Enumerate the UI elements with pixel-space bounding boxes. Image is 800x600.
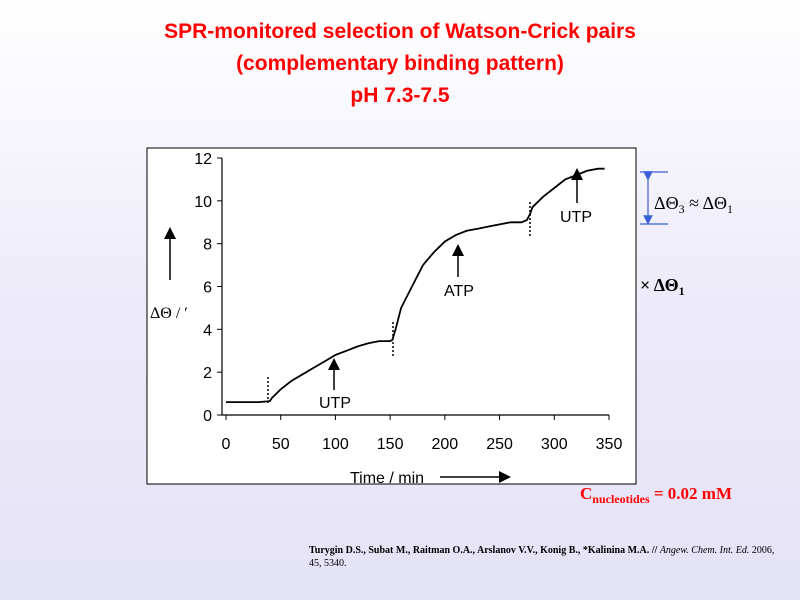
- citation: Turygin D.S., Subat M., Raitman O.A., Ar…: [309, 544, 789, 570]
- annotation-arrows: [164, 168, 583, 483]
- data-line: [226, 167, 605, 403]
- bracket: [640, 171, 668, 225]
- annotation: ATP: [444, 283, 474, 300]
- times-note: × ΔΘ1: [640, 275, 685, 298]
- note-part: × ΔΘ: [640, 275, 679, 295]
- note-part: C: [580, 484, 592, 503]
- y-tick-label: 4: [203, 322, 212, 339]
- plot: 0 2 4 6 8 10 12 0 50 100 150 200 250 300 350 UTP ATP UTP: [194, 151, 622, 453]
- y-tick-label: 12: [194, 151, 212, 168]
- note-sub: 1: [727, 202, 733, 216]
- title-line: SPR-monitored selection of Watson-Crick …: [164, 20, 636, 43]
- note-part: ΔΘ: [654, 193, 679, 213]
- y-tick-label: 6: [203, 280, 212, 297]
- note-sub: 1: [679, 284, 685, 298]
- concentration: Cnucleotides = 0.02 mM: [580, 484, 732, 506]
- note-sub: nucleotides: [592, 492, 650, 506]
- chart-frame: [146, 147, 637, 485]
- title-line: (complementary binding pattern): [236, 52, 564, 75]
- x-tick-label: 200: [432, 436, 459, 453]
- x-axis-label: Time / min: [350, 470, 424, 487]
- annotation: UTP: [319, 395, 351, 412]
- y-tick-label: 2: [203, 365, 212, 382]
- citation-ref: 2006, 45, 5340.: [309, 545, 775, 569]
- x-tick-label: 50: [272, 436, 290, 453]
- x-tick-label: 100: [322, 436, 349, 453]
- note-part: = 0.02 mM: [650, 484, 732, 503]
- x-tick-label: 0: [222, 436, 231, 453]
- citation-journal: Angew. Chem. Int. Ed.: [659, 545, 750, 556]
- annotation: UTP: [560, 209, 592, 226]
- x-tick-label: 300: [541, 436, 568, 453]
- y-tick-label: 0: [203, 408, 212, 425]
- y-tick-label: 8: [203, 237, 212, 254]
- x-tick-label: 350: [596, 436, 623, 453]
- y-axis-label: ΔΘ / ′: [150, 305, 188, 322]
- ratio-note: ΔΘ3 ≈ ΔΘ1: [654, 193, 733, 216]
- x-tick-label: 250: [486, 436, 513, 453]
- x-tick-label: 150: [377, 436, 404, 453]
- note-part: ≈ ΔΘ: [685, 193, 727, 213]
- note-sub: 3: [679, 202, 685, 216]
- y-tick-label: 10: [194, 194, 212, 211]
- title-line: pH 7.3-7.5: [350, 84, 450, 107]
- citation-authors: Turygin D.S., Subat M., Raitman O.A., Ar…: [309, 545, 660, 556]
